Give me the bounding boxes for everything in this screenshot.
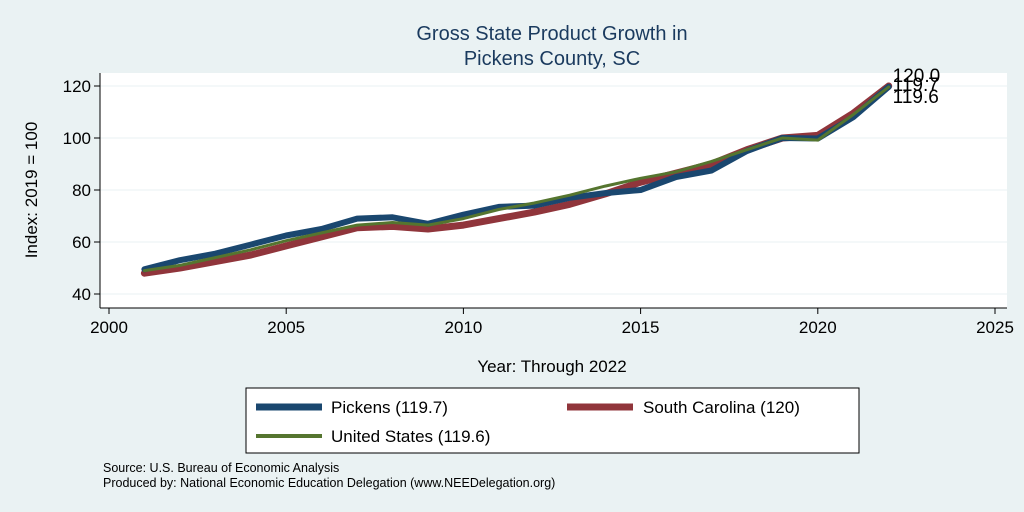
x-axis-title: Year: Through 2022 — [477, 357, 626, 376]
end-label-1: 119.7 — [893, 75, 939, 96]
produced-by-note: Produced by: National Economic Education… — [103, 476, 556, 490]
y-tick-label-80: 80 — [72, 181, 91, 200]
source-note: Source: U.S. Bureau of Economic Analysis — [103, 461, 340, 475]
series-line-united-states — [142, 85, 891, 273]
x-tick-label-2005: 2005 — [267, 318, 305, 337]
chart-title-line-1: Gross State Product Growth in — [416, 23, 687, 45]
legend-label-pickens: Pickens (119.7) — [331, 398, 448, 417]
legend-label-united-states: United States (119.6) — [331, 427, 490, 446]
y-tick-label-60: 60 — [72, 233, 91, 252]
end-label-0: 120.0 — [893, 66, 941, 87]
y-axis-title: Index: 2019 = 100 — [22, 122, 41, 259]
x-tick-label-2000: 2000 — [90, 318, 128, 337]
legend-label-south-carolina: South Carolina (120) — [643, 398, 800, 417]
series-lines — [140, 82, 893, 277]
y-tick-label-40: 40 — [72, 285, 91, 304]
axes: 40 60 80 100 120 2000 2005 2010 2015 2020 2025 — [63, 73, 1014, 337]
y-tick-label-100: 100 — [63, 129, 91, 148]
x-tick-label-2025: 2025 — [976, 318, 1014, 337]
x-tick-label-2020: 2020 — [799, 318, 837, 337]
y-tick-label-120: 120 — [63, 77, 91, 96]
x-tick-label-2010: 2010 — [444, 318, 482, 337]
end-label-2: 119.6 — [893, 87, 939, 108]
x-tick-label-2015: 2015 — [622, 318, 660, 337]
legend: Pickens (119.7) South Carolina (120) Uni… — [245, 387, 860, 454]
chart-title-line-2: Pickens County, SC — [464, 48, 640, 70]
legend-box — [245, 387, 860, 454]
